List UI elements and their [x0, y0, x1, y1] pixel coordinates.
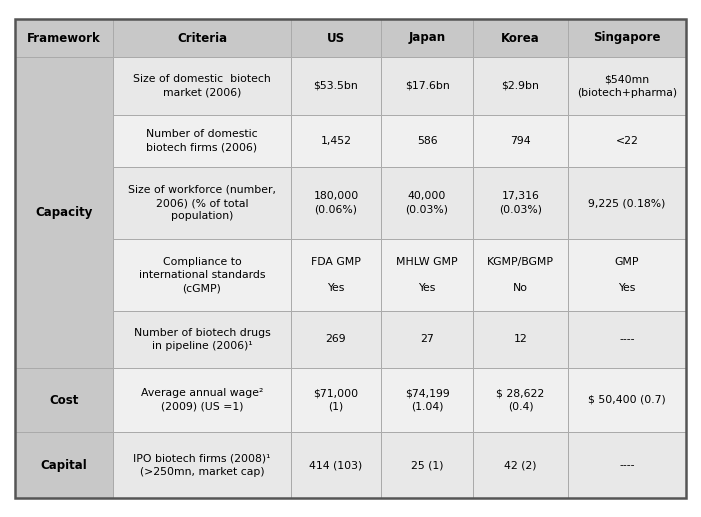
Bar: [15, 432, 113, 498]
Bar: [113, 239, 291, 311]
Bar: [291, 432, 381, 498]
Bar: [473, 115, 568, 167]
Text: 9,225 (0.18%): 9,225 (0.18%): [588, 198, 666, 208]
Bar: [473, 57, 568, 115]
Text: Capital: Capital: [41, 459, 88, 472]
Text: US: US: [327, 32, 345, 44]
Text: 27: 27: [420, 334, 434, 344]
Text: GMP

Yes: GMP Yes: [615, 257, 639, 293]
Text: 794: 794: [510, 136, 531, 146]
Text: $74,199
(1.04): $74,199 (1.04): [404, 388, 449, 412]
Bar: [113, 167, 291, 239]
Bar: [113, 57, 291, 115]
Text: $ 28,622
(0.4): $ 28,622 (0.4): [496, 388, 545, 412]
Bar: [381, 115, 473, 167]
Text: Size of domestic  biotech
market (2006): Size of domestic biotech market (2006): [133, 74, 271, 98]
Bar: [113, 19, 291, 57]
Text: Framework: Framework: [27, 32, 101, 44]
Bar: [291, 311, 381, 368]
Bar: [15, 19, 113, 57]
Text: Japan: Japan: [409, 32, 446, 44]
Text: Average annual wage²
(2009) (US =1): Average annual wage² (2009) (US =1): [141, 388, 263, 412]
Text: Number of domestic
biotech firms (2006): Number of domestic biotech firms (2006): [147, 129, 258, 153]
Text: 414 (103): 414 (103): [309, 460, 362, 470]
Text: $53.5bn: $53.5bn: [313, 81, 358, 91]
Text: $540mn
(biotech+pharma): $540mn (biotech+pharma): [577, 74, 677, 98]
Text: FDA GMP

Yes: FDA GMP Yes: [311, 257, 361, 293]
Text: Singapore: Singapore: [593, 32, 661, 44]
Text: 17,316
(0.03%): 17,316 (0.03%): [499, 191, 542, 215]
Text: 269: 269: [326, 334, 346, 344]
Text: Cost: Cost: [49, 393, 79, 406]
Text: $17.6bn: $17.6bn: [404, 81, 449, 91]
Bar: [113, 115, 291, 167]
Text: IPO biotech firms (2008)¹
(>250mn, market cap): IPO biotech firms (2008)¹ (>250mn, marke…: [133, 453, 271, 477]
Bar: [381, 368, 473, 432]
Text: 25 (1): 25 (1): [411, 460, 443, 470]
Bar: [381, 167, 473, 239]
Bar: [473, 167, 568, 239]
Text: 40,000
(0.03%): 40,000 (0.03%): [405, 191, 449, 215]
Bar: [473, 239, 568, 311]
Text: $2.9bn: $2.9bn: [501, 81, 540, 91]
Bar: [15, 57, 113, 368]
Text: 586: 586: [416, 136, 437, 146]
Bar: [568, 368, 686, 432]
Bar: [15, 368, 113, 432]
Text: 12: 12: [514, 334, 527, 344]
Text: 42 (2): 42 (2): [504, 460, 537, 470]
Bar: [381, 239, 473, 311]
Text: $71,000
(1): $71,000 (1): [313, 388, 359, 412]
Text: 1,452: 1,452: [320, 136, 351, 146]
Bar: [291, 19, 381, 57]
Bar: [381, 432, 473, 498]
Text: Capacity: Capacity: [35, 206, 93, 219]
Text: $ 50,400 (0.7): $ 50,400 (0.7): [588, 395, 666, 405]
Bar: [568, 432, 686, 498]
Bar: [568, 57, 686, 115]
Text: Criteria: Criteria: [177, 32, 227, 44]
Bar: [568, 311, 686, 368]
Bar: [291, 57, 381, 115]
Bar: [291, 115, 381, 167]
Bar: [291, 167, 381, 239]
Text: ----: ----: [619, 334, 634, 344]
Text: 180,000
(0.06%): 180,000 (0.06%): [313, 191, 359, 215]
Bar: [473, 432, 568, 498]
Bar: [113, 368, 291, 432]
Bar: [568, 167, 686, 239]
Bar: [473, 311, 568, 368]
Bar: [381, 57, 473, 115]
Bar: [381, 19, 473, 57]
Bar: [381, 311, 473, 368]
Bar: [568, 19, 686, 57]
Bar: [568, 115, 686, 167]
Text: Compliance to
international standards
(cGMP): Compliance to international standards (c…: [139, 257, 265, 293]
Bar: [473, 19, 568, 57]
Bar: [568, 239, 686, 311]
Text: <22: <22: [615, 136, 639, 146]
Text: MHLW GMP

Yes: MHLW GMP Yes: [396, 257, 458, 293]
Text: Korea: Korea: [501, 32, 540, 44]
Text: Size of workforce (number,
2006) (% of total
population): Size of workforce (number, 2006) (% of t…: [128, 185, 276, 221]
Bar: [113, 311, 291, 368]
Bar: [291, 239, 381, 311]
Text: Number of biotech drugs
in pipeline (2006)¹: Number of biotech drugs in pipeline (200…: [134, 328, 271, 351]
Bar: [291, 368, 381, 432]
Bar: [473, 368, 568, 432]
Text: ----: ----: [619, 460, 634, 470]
Text: KGMP/BGMP

No: KGMP/BGMP No: [487, 257, 554, 293]
Bar: [113, 432, 291, 498]
